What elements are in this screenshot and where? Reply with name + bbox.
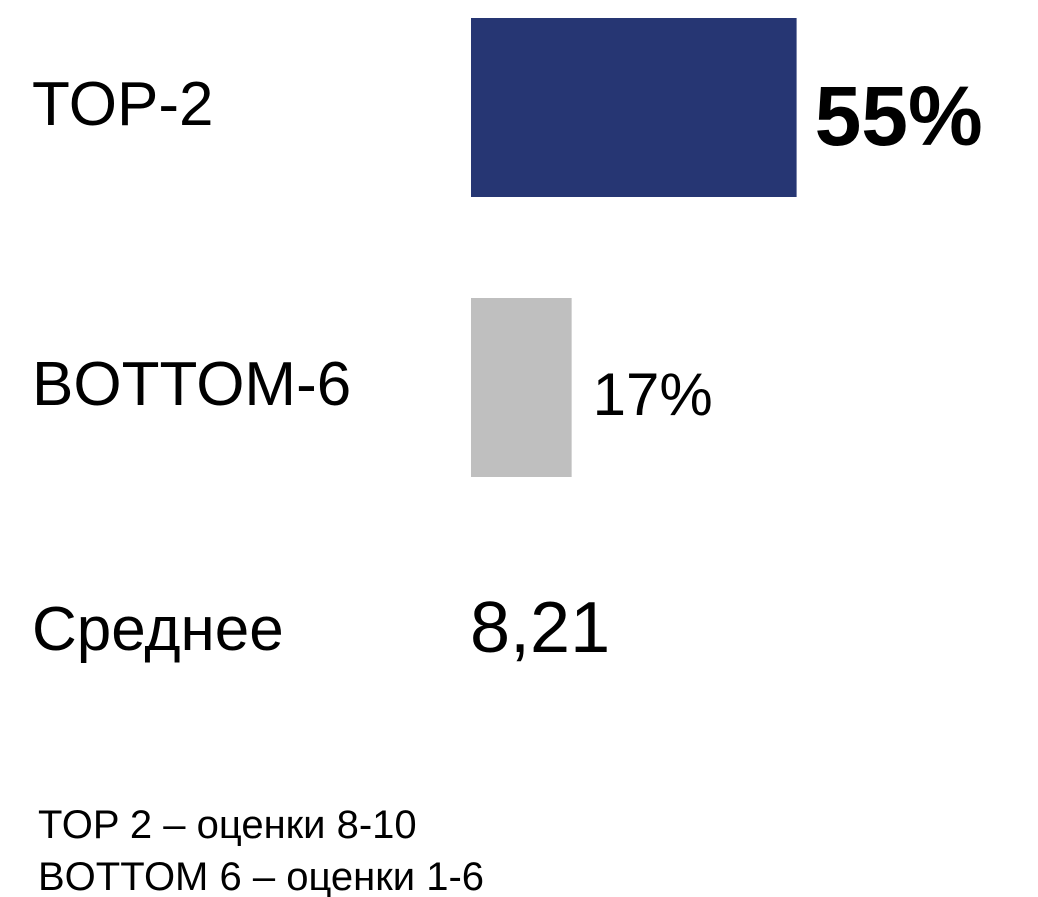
value-label: 17% bbox=[593, 361, 713, 428]
bar bbox=[471, 298, 572, 477]
average-value: 8,21 bbox=[470, 588, 610, 668]
note: BOTTOM 6 – оценки 1-6 bbox=[38, 855, 484, 897]
category-label: BOTTOM-6 bbox=[32, 350, 351, 419]
bar bbox=[471, 18, 797, 197]
average-label: Среднее bbox=[32, 595, 284, 664]
value-label: 55% bbox=[815, 69, 983, 163]
category-label: TOP-2 bbox=[32, 70, 213, 139]
note: TOP 2 – оценки 8-10 bbox=[38, 803, 417, 847]
